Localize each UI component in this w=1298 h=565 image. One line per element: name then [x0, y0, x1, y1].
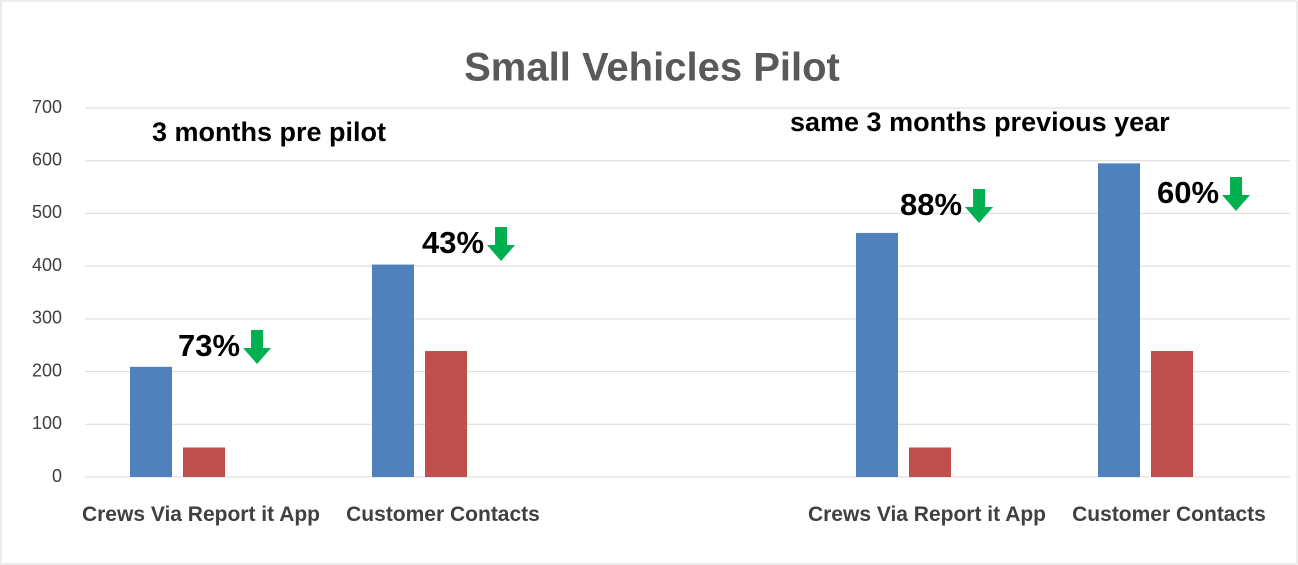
down-arrow — [965, 189, 994, 223]
bar — [1151, 351, 1193, 477]
x-tick-label: Customer Contacts — [1072, 503, 1266, 526]
bar — [1098, 163, 1140, 477]
y-tick-label: 0 — [52, 466, 62, 486]
percent-label: 60% — [1157, 175, 1219, 210]
x-tick-label: Crews Via Report it App — [82, 503, 320, 526]
down-arrow — [243, 330, 272, 364]
bar — [856, 232, 898, 477]
y-tick-label: 200 — [32, 360, 62, 380]
chart-title: Small Vehicles Pilot — [464, 46, 840, 90]
bar — [372, 264, 414, 477]
annotation: same 3 months previous year — [790, 107, 1170, 137]
annotation: 3 months pre pilot — [152, 117, 386, 147]
percent-label: 73% — [178, 328, 240, 363]
percent-label: 43% — [422, 225, 484, 260]
y-tick-label: 400 — [32, 255, 62, 275]
bar — [425, 351, 467, 477]
down-arrow — [1222, 177, 1251, 211]
bar — [130, 366, 172, 477]
y-tick-label: 600 — [32, 149, 62, 169]
bar — [909, 447, 951, 477]
down-arrow — [487, 227, 516, 261]
x-tick-label: Customer Contacts — [346, 503, 540, 526]
percent-label: 88% — [900, 187, 962, 222]
x-tick-label: Crews Via Report it App — [808, 503, 1046, 526]
bar — [183, 447, 225, 477]
y-tick-label: 300 — [32, 308, 62, 328]
y-tick-label: 500 — [32, 202, 62, 222]
y-tick-label: 100 — [32, 413, 62, 433]
y-tick-label: 700 — [32, 97, 62, 117]
